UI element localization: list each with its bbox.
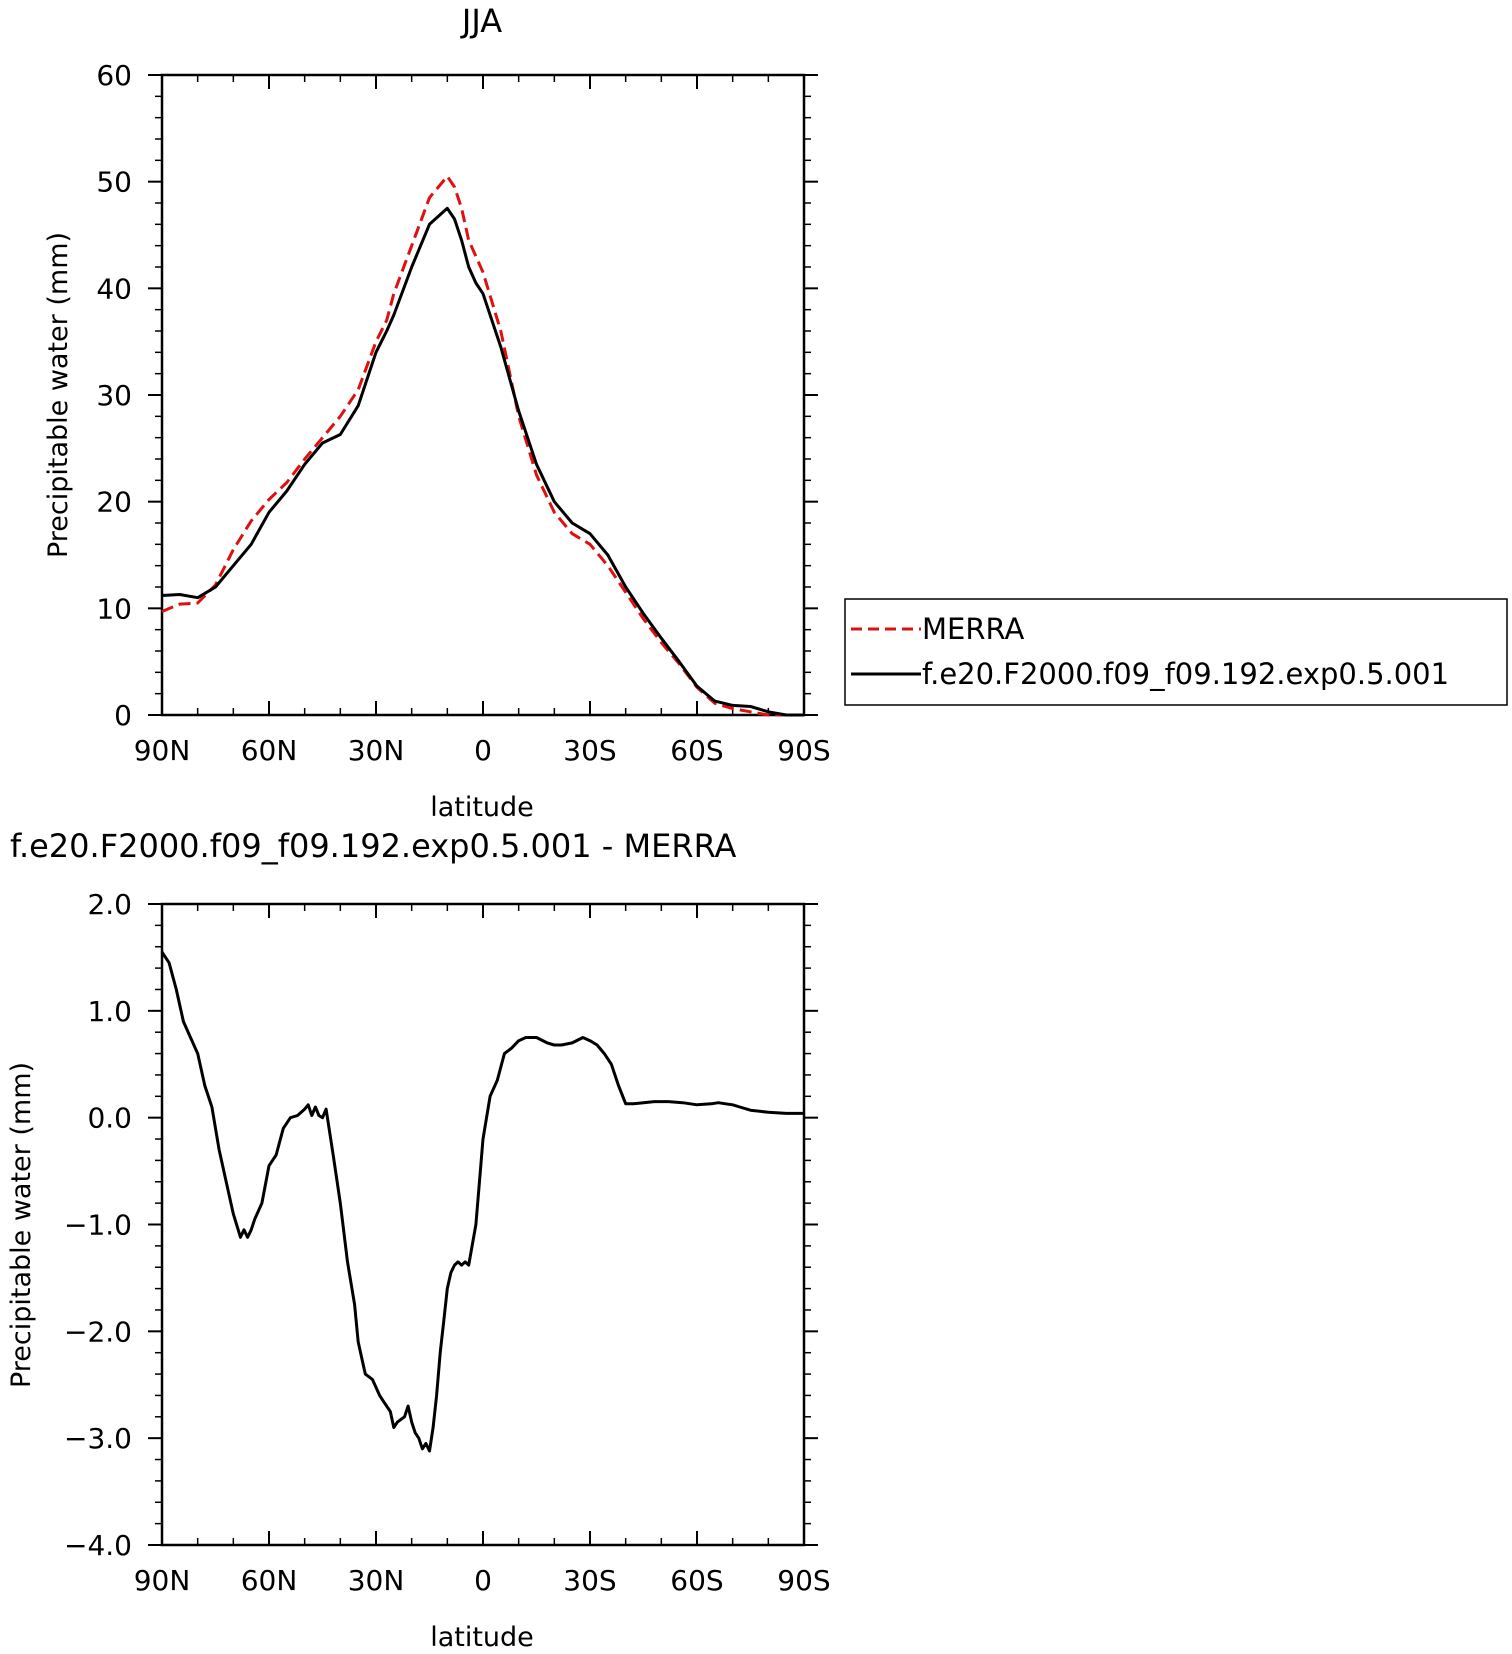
y-tick-label: 10 [96, 592, 132, 625]
series-line-0-1 [161, 206, 804, 717]
y-tick-label: 2.0 [87, 888, 132, 921]
chart-top-lines [161, 174, 804, 717]
chart-top: JJA 90N 60N 30N 0 30S 60S 90S 0 10 20 30 40 50 60 lat… [43, 2, 831, 823]
y-tick-label: 30 [96, 379, 132, 412]
chart-top-title: JJA [460, 2, 502, 40]
y-tick-label: 20 [96, 486, 132, 519]
y-tick-label: −4.0 [64, 1529, 132, 1562]
legend-model-label: f.e20.F2000.f09_f09.192.exp0.5.001 [922, 657, 1449, 691]
y-tick-label: 0.0 [87, 1102, 132, 1135]
y-tick-label: 0 [114, 699, 132, 732]
x-tick-label: 60N [241, 734, 298, 767]
y-tick-label: −2.0 [64, 1315, 132, 1348]
x-tick-label: 30S [563, 1564, 616, 1597]
y-tick-label: 1.0 [87, 995, 132, 1028]
x-tick-label: 30N [348, 734, 405, 767]
y-tick-label: 50 [96, 166, 132, 199]
series-line-1-0 [160, 951, 804, 1453]
y-tick-label: −3.0 [64, 1422, 132, 1455]
x-tick-label: 60S [670, 734, 723, 767]
chart-bottom-plot-frame [160, 902, 806, 1547]
x-tick-label: 0 [474, 734, 492, 767]
chart-bottom-x-axis-label: latitude [430, 1622, 534, 1653]
chart-top-ticks: 90N 60N 30N 0 30S 60S 90S 0 10 20 30 40 50 60 [96, 59, 830, 767]
chart-bottom-title: f.e20.F2000.f09_f09.192.exp0.5.001 - MER… [10, 827, 737, 865]
x-tick-label: 60S [670, 1564, 723, 1597]
x-tick-label: 90S [777, 734, 830, 767]
y-tick-label: −1.0 [64, 1209, 132, 1242]
y-tick-label: 60 [96, 59, 132, 92]
chart-top-y-axis-label: Precipitable water (mm) [43, 232, 74, 558]
x-tick-label: 90N [134, 734, 191, 767]
x-tick-label: 0 [474, 1564, 492, 1597]
x-tick-label: 90S [777, 1564, 830, 1597]
legend: MERRA f.e20.F2000.f09_f09.192.exp0.5.001 [844, 598, 1508, 706]
chart-top-x-axis-label: latitude [430, 792, 534, 823]
x-tick-label: 60N [241, 1564, 298, 1597]
y-tick-label: 40 [96, 272, 132, 305]
x-tick-label: 90N [134, 1564, 191, 1597]
chart-bottom-y-axis-label: Precipitable water (mm) [6, 1062, 37, 1388]
chart-bottom-lines [160, 951, 804, 1453]
series-line-0-0 [161, 174, 804, 717]
chart-top-plot-frame [160, 73, 806, 717]
legend-merra-label: MERRA [922, 612, 1024, 646]
chart-bottom-ticks: 90N 60N 30N 0 30S 60S 90S −4.0 −3.0 −2.0 −1.0 0.0 1.… [64, 888, 831, 1597]
legend-box [844, 598, 1508, 706]
chart-bottom: f.e20.F2000.f09_f09.192.exp0.5.001 - MER… [6, 827, 831, 1653]
x-tick-label: 30S [563, 734, 616, 767]
x-tick-label: 30N [348, 1564, 405, 1597]
